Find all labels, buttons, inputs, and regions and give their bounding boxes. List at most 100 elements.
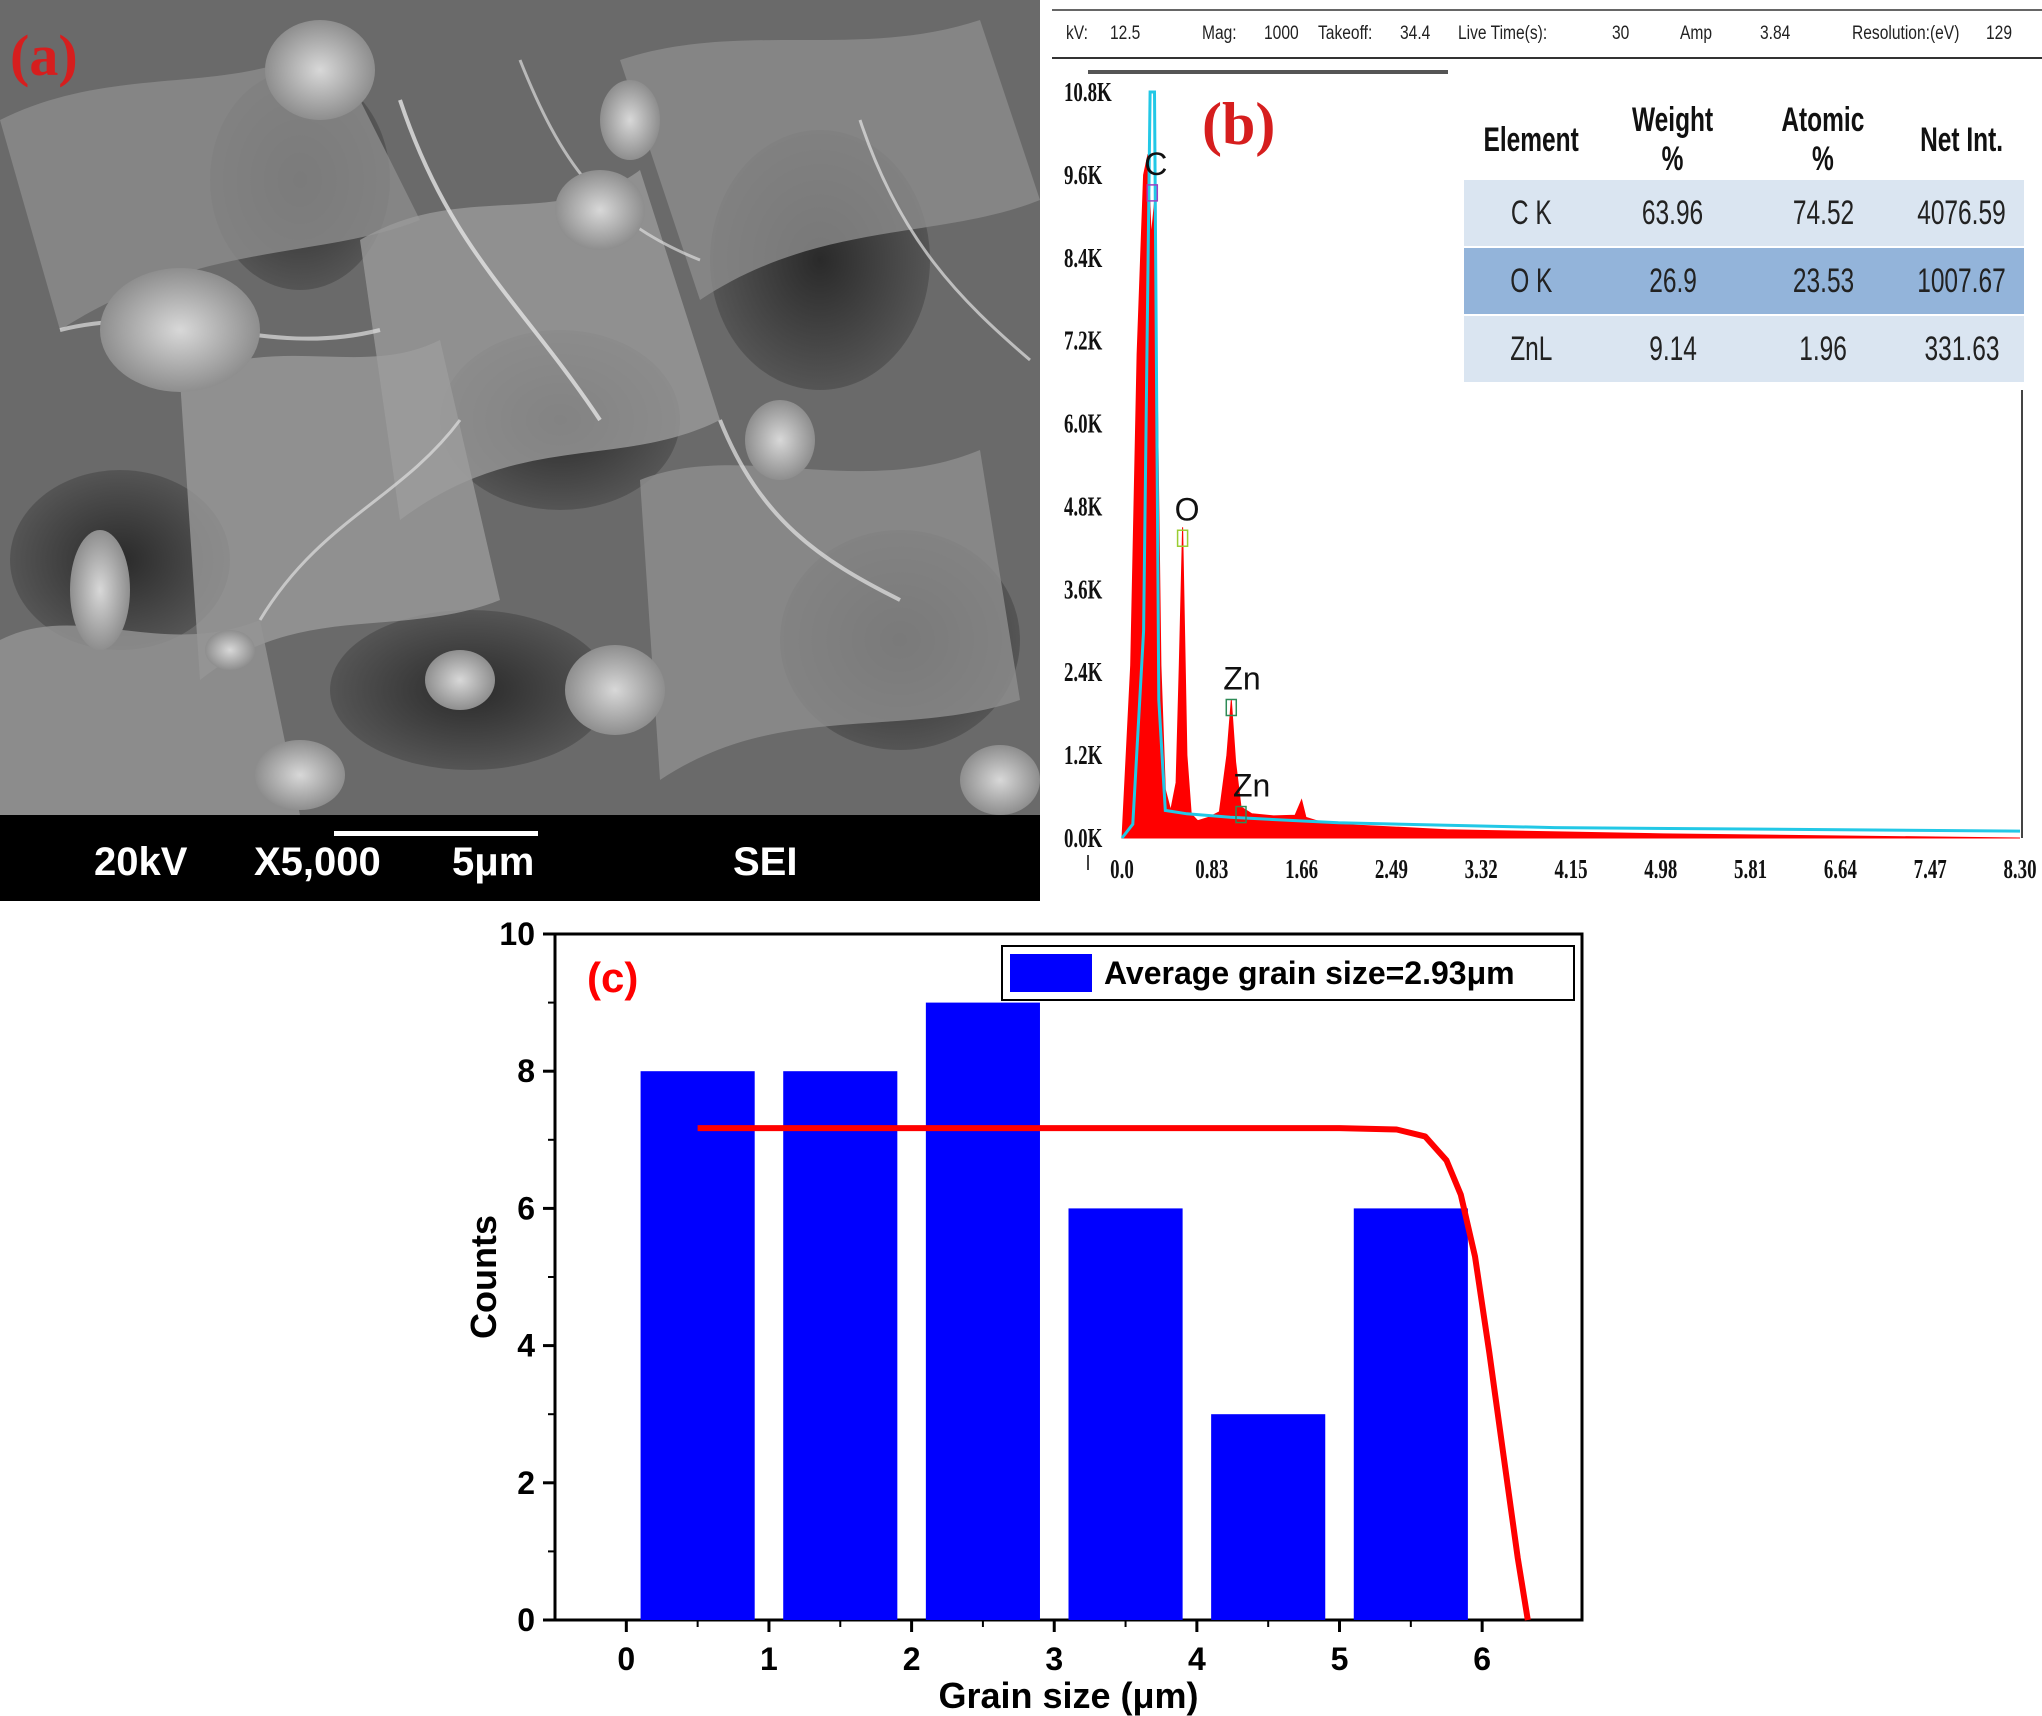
histogram-bar [1211, 1414, 1326, 1620]
x-tick-label: 2.49 [1375, 855, 1408, 885]
table-row: ZnL 9.14 1.96 331.63 [1464, 315, 2024, 382]
table-cell-text: 1.96 [1799, 329, 1848, 368]
table-cell: C K [1464, 180, 1599, 248]
eds-header-value: 34.4 [1400, 23, 1431, 44]
y-tick-label: 10 [499, 916, 535, 952]
x-tick-label: 8.30 [2003, 855, 2036, 885]
x-tick-label: 5 [1331, 1641, 1349, 1677]
y-tick-label: 8.4K [1064, 244, 1102, 274]
x-tick-label: 2 [903, 1641, 921, 1677]
table-cell-text: 9.14 [1649, 329, 1697, 368]
histogram-bar [783, 1071, 898, 1620]
sem-mode: SEI [733, 840, 798, 884]
table-cell: 1.96 [1747, 315, 1900, 382]
x-tick-label: 5.81 [1734, 855, 1767, 885]
legend-label: Average grain size=2.93μm [1104, 955, 1515, 991]
grain-size-histogram: 0 1 2 3 4 5 6 0 2 4 6 8 10 Grain size (μm) Counts Avera… [463, 916, 1584, 1716]
fit-curve [697, 1125, 1531, 1621]
peak-label: Zn [1223, 660, 1260, 696]
y-tick-label: 1.2K [1064, 741, 1102, 771]
legend-swatch [1010, 954, 1092, 992]
y-tick-label: 10.8K [1064, 78, 1112, 108]
eds-header-value: 1000 [1264, 23, 1299, 44]
table-cell-text: 74.52 [1792, 193, 1854, 232]
sem-voltage: 20kV [94, 840, 188, 884]
x-tick-label: 7.47 [1914, 855, 1947, 885]
table-cell: 4076.59 [1899, 180, 2024, 248]
x-tick-label: 4.98 [1644, 855, 1677, 885]
table-cell: 26.9 [1598, 247, 1748, 316]
table-row: C K 63.96 74.52 4076.59 [1464, 180, 2024, 248]
table-header-cell: Element [1464, 100, 1598, 180]
table-row: O K 26.9 23.53 1007.67 [1464, 247, 2024, 316]
table-cell-text: 4076.59 [1917, 193, 2006, 232]
table-cell-text: ZnL [1510, 329, 1553, 368]
table-header-cell: Weight % [1598, 100, 1747, 180]
sem-magnification: X5,000 [254, 840, 381, 884]
eds-header-label: Live Time(s): [1458, 23, 1548, 44]
y-tick-label: 4 [517, 1328, 535, 1364]
histogram-bar [1068, 1208, 1183, 1620]
y-tick-label: 0.0K [1064, 824, 1102, 854]
y-tick-label: 8 [517, 1053, 535, 1089]
table-cell: 1007.67 [1899, 247, 2024, 316]
histogram-bar [925, 1002, 1040, 1620]
table-cell: ZnL [1464, 315, 1599, 382]
eds-header-value: 3.84 [1760, 23, 1791, 44]
x-tick-label: 3.32 [1465, 855, 1498, 885]
panel-label-a: (a) [10, 23, 78, 88]
y-tick-label: 0 [517, 1602, 535, 1638]
y-tick-label: 2 [517, 1465, 535, 1501]
x-tick-label: 6 [1473, 1641, 1491, 1677]
table-cell-text: 1007.67 [1917, 261, 2006, 300]
scale-bar-line [334, 831, 538, 836]
table-header-cell: Net Int. [1899, 100, 2024, 180]
legend-box [1001, 945, 1575, 1001]
eds-spectrum-fill [1121, 154, 2021, 839]
eds-header-label: kV: [1066, 23, 1088, 44]
y-tick-label: 9.6K [1064, 161, 1102, 191]
eds-spectrum-chart: 0.0K 1.2K 2.4K 3.6K 4.8K 6.0K 7.2K 8.4K 9.6K 10.8… [1052, 9, 2042, 885]
sem-image [0, 0, 1040, 815]
table-header-row: Element Weight % Atomic % Net Int. [1464, 100, 2024, 180]
sem-micrograph-panel: (a) 20kV X5,000 5μm SEI [0, 0, 1040, 901]
table-header-text: Element [1483, 120, 1579, 159]
eds-quantification-table: Element Weight % Atomic % Net Int. C K 63.96… [1464, 100, 2024, 382]
sem-scale-label: 5μm [452, 840, 535, 884]
table-cell: 23.53 [1747, 247, 1900, 316]
eds-spectrum-outline [1120, 90, 2021, 839]
eds-header-label: Amp [1680, 23, 1713, 44]
histogram-bar [640, 1071, 755, 1620]
eds-header-value: 12.5 [1110, 23, 1141, 44]
table-cell-text: C K [1510, 193, 1552, 232]
eds-header-value: 129 [1986, 23, 2012, 44]
y-tick-label: 7.2K [1064, 326, 1102, 356]
sem-info-bar: 20kV X5,000 5μm SEI [0, 815, 1040, 901]
x-tick-label: 1 [760, 1641, 778, 1677]
peak-label: O [1175, 491, 1200, 527]
x-tick-label: 0.0 [1110, 855, 1134, 885]
table-cell-text: 63.96 [1642, 193, 1704, 232]
panel-label-c: (c) [587, 954, 639, 1001]
peak-label: Zn [1233, 768, 1270, 804]
table-cell-text: O K [1510, 261, 1553, 300]
table-header-text: Weight % [1632, 101, 1714, 178]
peak-marker-box [1225, 698, 1238, 717]
table-header-text: Net Int. [1920, 120, 2004, 159]
grain-size-histogram-panel: 0 1 2 3 4 5 6 0 2 4 6 8 10 Grain size (μm) Counts Avera… [462, 902, 1602, 1716]
x-tick-label: 1.66 [1285, 855, 1318, 885]
table-cell: 9.14 [1598, 315, 1748, 382]
y-tick-label: 4.8K [1064, 492, 1102, 522]
table-cell-text: 331.63 [1924, 329, 1999, 368]
eds-header-label: Resolution:(eV) [1852, 23, 1960, 44]
peak-marker-box [1235, 805, 1247, 824]
x-axis-label: Grain size (μm) [938, 1675, 1198, 1716]
y-tick-label: 6 [517, 1190, 535, 1226]
eds-header-value: 30 [1612, 23, 1630, 44]
table-cell: O K [1464, 247, 1599, 316]
y-tick-label: 2.4K [1064, 658, 1102, 688]
x-tick-label: 4 [1188, 1641, 1206, 1677]
peak-marker-box [1176, 529, 1189, 548]
peak-label: C [1144, 146, 1167, 182]
table-cell: 331.63 [1899, 315, 2024, 382]
